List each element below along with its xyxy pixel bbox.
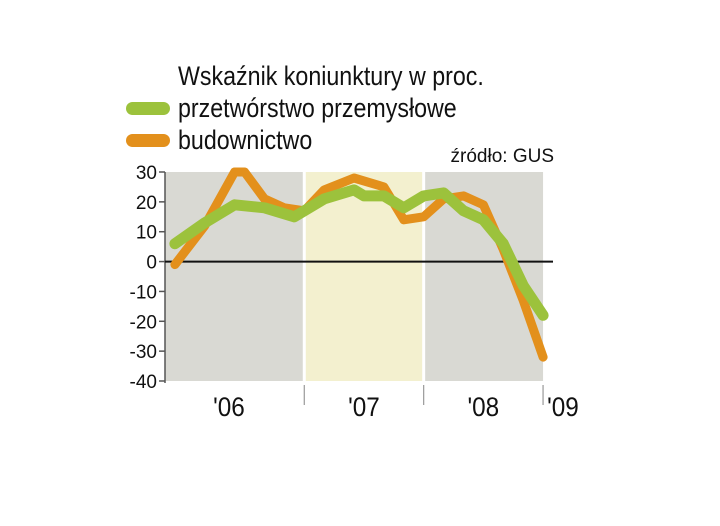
y-tick-label: -20 (130, 312, 157, 333)
y-tick-label: 0 (146, 253, 157, 274)
series-line-construction (170, 167, 548, 362)
x-tick-label: '08 (468, 393, 500, 422)
legend-swatch-industry (126, 101, 170, 115)
axes (159, 171, 553, 405)
legend-item-construction: budownictwo (126, 124, 334, 156)
legend-label-industry: przetwórstwo przemysłowe (178, 93, 457, 123)
x-tick-label: '07 (348, 393, 380, 422)
y-tick-label: 10 (136, 223, 157, 244)
x-tick-label: '09 (547, 393, 579, 422)
legend-label-construction: budownictwo (178, 125, 313, 155)
legend-swatch-construction (126, 133, 170, 147)
series-line-industry (169, 184, 549, 321)
x-tick-label: '06 (213, 393, 245, 422)
axis-labels: 30 20 10 0 -10 -20 -30 -40 '06 '07 '08 '09 (130, 163, 579, 422)
y-tick-label: -30 (130, 342, 157, 363)
y-tick-label: -10 (130, 282, 157, 303)
legend-item-industry: przetwórstwo przemysłowe (126, 92, 502, 124)
y-tick-label: -40 (130, 372, 157, 393)
source-note: źródło: GUS (450, 146, 554, 167)
y-tick-label: 20 (136, 193, 157, 214)
y-tick-label: 30 (136, 163, 157, 184)
chart-title: Wskaźnik koniunktury w proc. (178, 61, 484, 91)
series-lines (169, 167, 549, 362)
